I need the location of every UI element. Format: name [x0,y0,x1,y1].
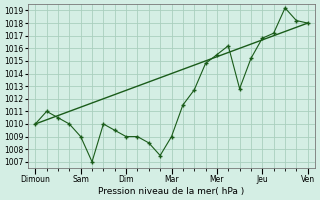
X-axis label: Pression niveau de la mer( hPa ): Pression niveau de la mer( hPa ) [98,187,244,196]
